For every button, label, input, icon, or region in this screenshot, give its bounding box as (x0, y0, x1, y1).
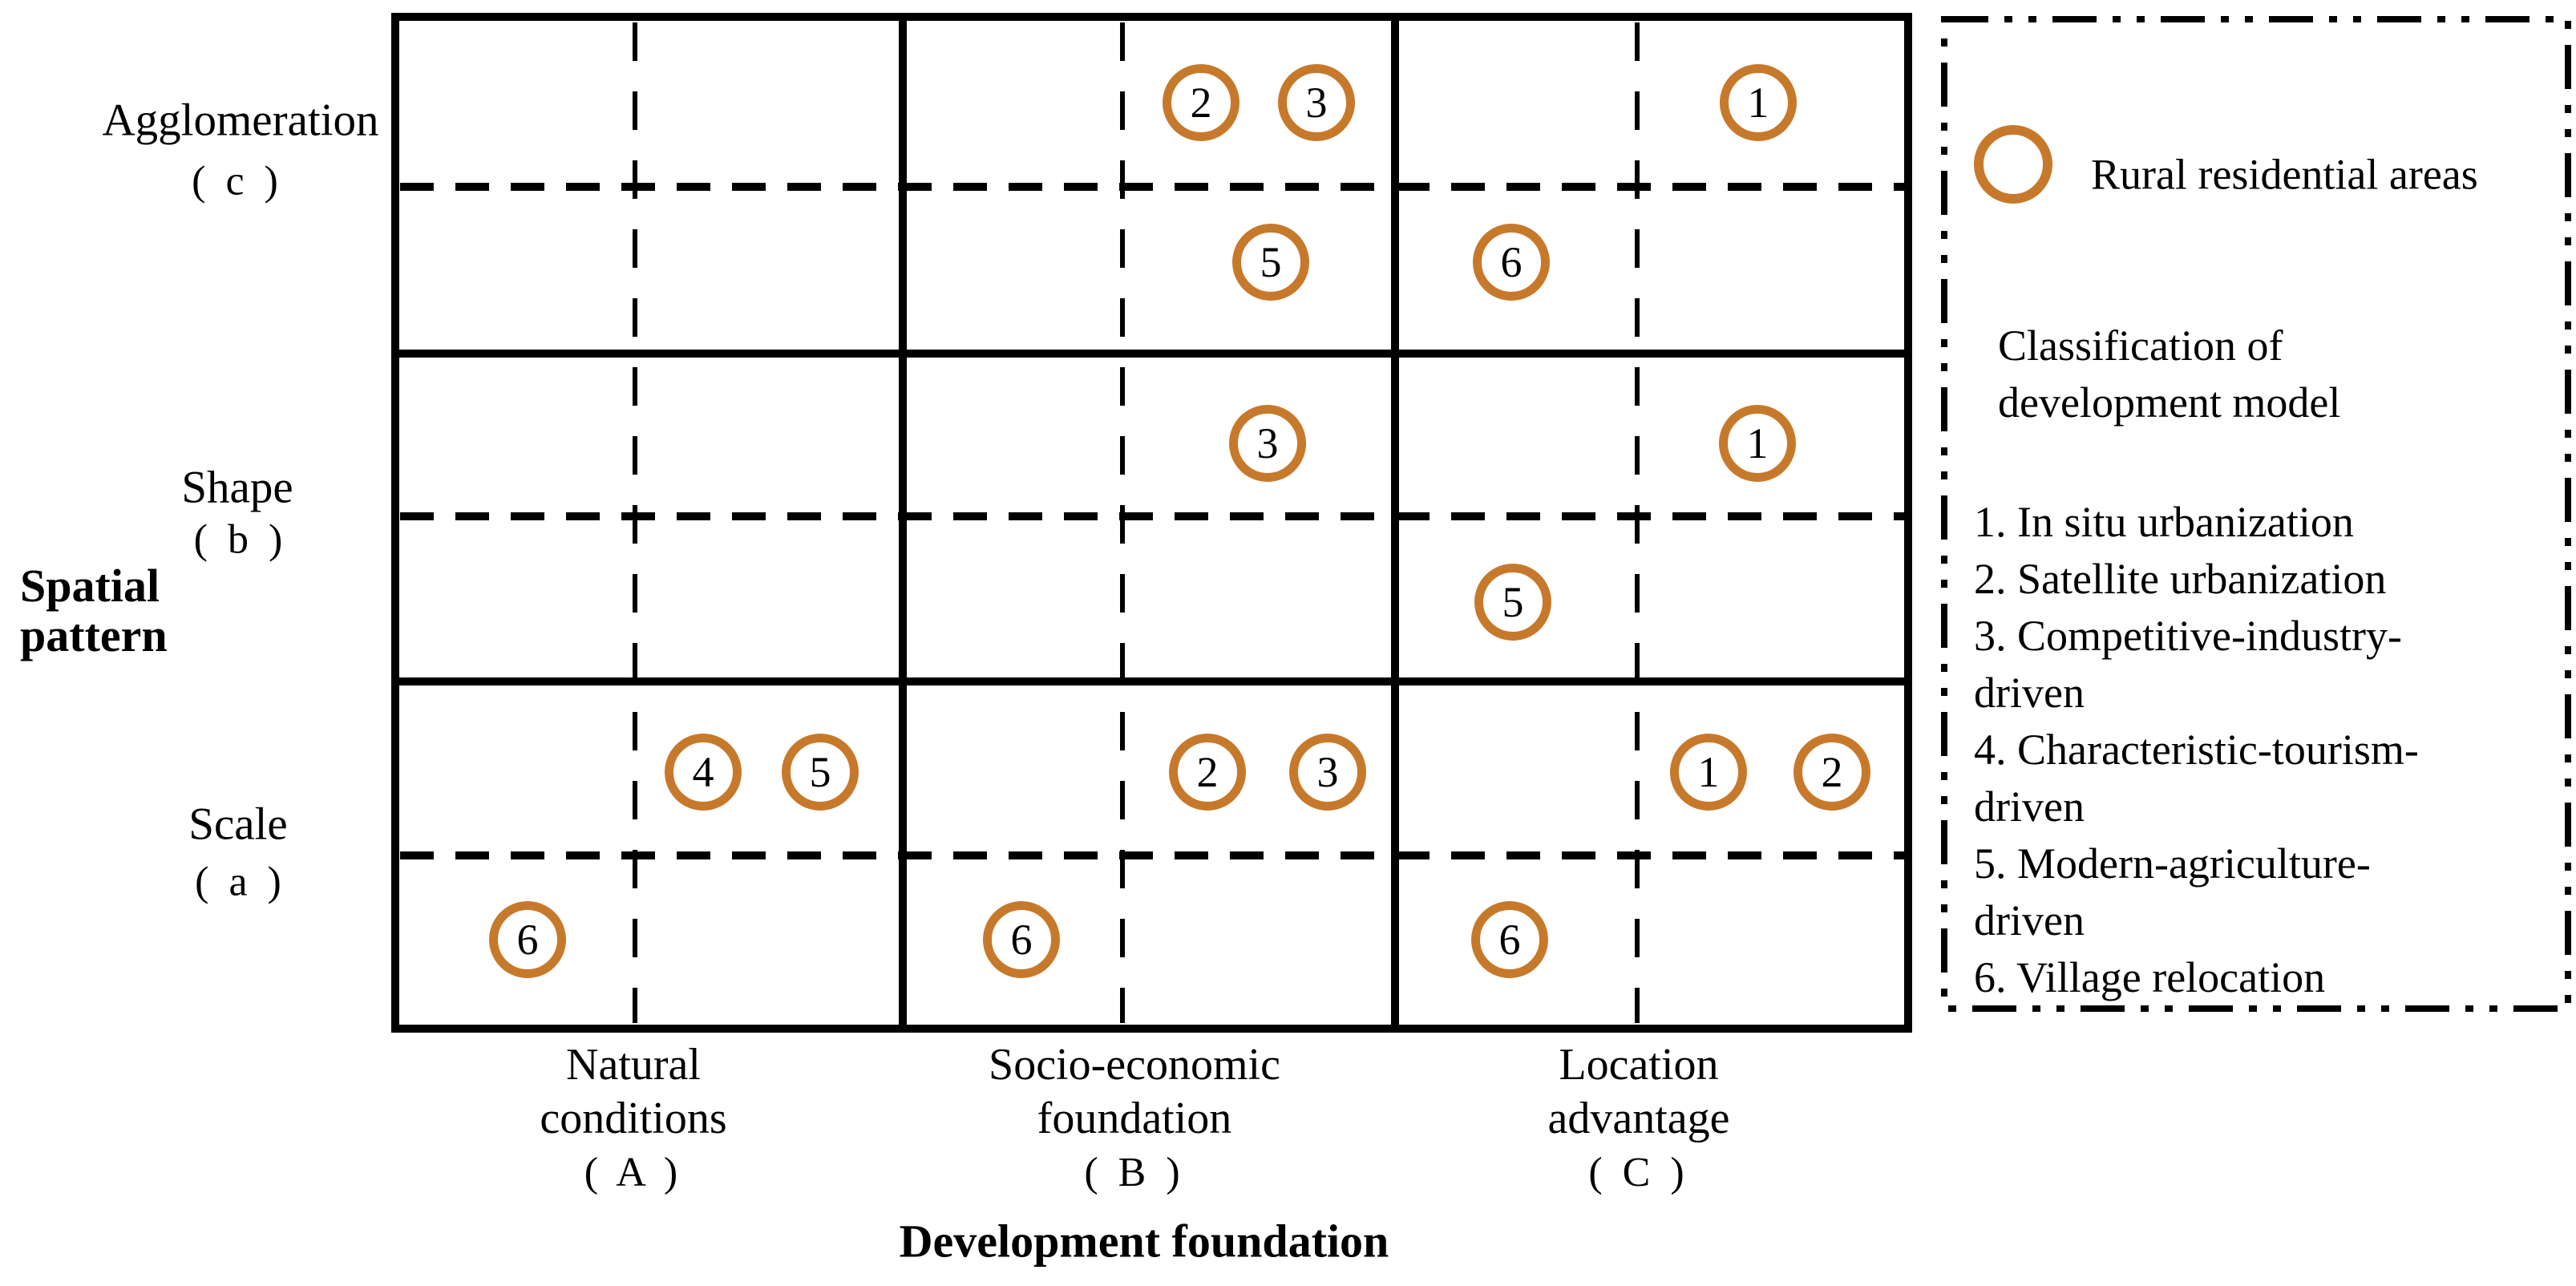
marker-number: 5 (1260, 238, 1282, 286)
col-b-paren: ( B ) (1084, 1150, 1185, 1195)
row-paren-shape: ( b ) (193, 516, 288, 563)
marker-number: 6 (1500, 238, 1523, 286)
marker-number: 3 (1316, 748, 1339, 796)
legend-item-list: 1. In situ urbanization 2. Satellite urb… (1974, 494, 2535, 1006)
col-a-paren: ( A ) (584, 1150, 683, 1195)
rural-residential-areas-symbol-icon (1974, 125, 2052, 204)
col-label-b: Socio-economic foundation ( B ) (989, 1038, 1280, 1199)
marker-circle: 6 (1473, 224, 1550, 301)
legend-item-1: 1. In situ urbanization (1974, 498, 2354, 546)
marker-number: 6 (516, 916, 539, 964)
marker-circle: 3 (1278, 64, 1355, 141)
legend-item-5: 5. Modern-agriculture- driven (1974, 839, 2371, 944)
marker-number: 5 (1502, 578, 1524, 626)
col-b-line1: Socio-economic (989, 1040, 1280, 1090)
marker-number: 1 (1697, 748, 1720, 796)
legend-item-4: 4. Characteristic-tourism- driven (1974, 726, 2419, 831)
col-c-line2: advantage (1547, 1094, 1730, 1143)
marker-number: 3 (1256, 419, 1279, 467)
marker-number: 2 (1196, 748, 1219, 796)
marker-circle: 5 (782, 734, 859, 811)
legend-item-6: 6. Village relocation (1974, 953, 2326, 1001)
y-axis-title: Spatial pattern (20, 560, 168, 661)
legend-heading: Classification of development model (1998, 322, 2341, 427)
marker-circle: 1 (1720, 64, 1797, 141)
marker-circle: 1 (1719, 405, 1796, 482)
legend-symbol-label: Rural residential areas (2091, 150, 2478, 199)
marker-number: 2 (1190, 79, 1212, 127)
col-a-line2: conditions (540, 1094, 727, 1143)
marker-circle: 5 (1474, 564, 1551, 641)
marker-number: 4 (692, 748, 714, 796)
marker-circle: 2 (1163, 64, 1239, 141)
legend-border (1941, 16, 2571, 1012)
row-label-scale: Scale (188, 799, 288, 850)
marker-number: 1 (1747, 79, 1769, 127)
row-paren-scale: ( a ) (195, 859, 286, 905)
col-label-c: Location advantage ( C ) (1548, 1038, 1730, 1199)
marker-number: 6 (1498, 916, 1521, 964)
marker-circle: 6 (1471, 901, 1548, 978)
col-b-line2: foundation (1037, 1094, 1232, 1143)
marker-circle: 4 (665, 734, 742, 811)
marker-circle: 1 (1670, 734, 1747, 811)
marker-circle: 2 (1793, 734, 1870, 811)
marker-number: 5 (809, 748, 831, 796)
marker-number: 3 (1305, 79, 1328, 127)
col-c-paren: ( C ) (1588, 1150, 1689, 1195)
marker-number: 1 (1746, 419, 1769, 467)
col-c-line1: Location (1559, 1040, 1719, 1090)
marker-circle: 6 (489, 901, 566, 978)
col-label-a: Natural conditions ( A ) (540, 1038, 726, 1199)
legend-item-3: 3. Competitive-industry- driven (1974, 612, 2402, 717)
marker-circle: 3 (1229, 405, 1306, 482)
row-paren-agglomeration: ( c ) (192, 158, 283, 204)
row-label-agglomeration: Agglomeration (102, 95, 379, 146)
matrix-outer-border (391, 13, 1912, 1033)
marker-number: 2 (1821, 748, 1843, 796)
col-a-line1: Natural (566, 1040, 701, 1090)
marker-circle: 3 (1289, 734, 1366, 811)
marker-number: 6 (1010, 916, 1033, 964)
x-axis-title: Development foundation (899, 1215, 1389, 1268)
marker-circle: 5 (1232, 224, 1309, 301)
marker-circle: 2 (1169, 734, 1246, 811)
row-label-shape: Shape (181, 462, 293, 513)
marker-circle: 6 (983, 901, 1060, 978)
legend-item-2: 2. Satellite urbanization (1974, 555, 2387, 603)
